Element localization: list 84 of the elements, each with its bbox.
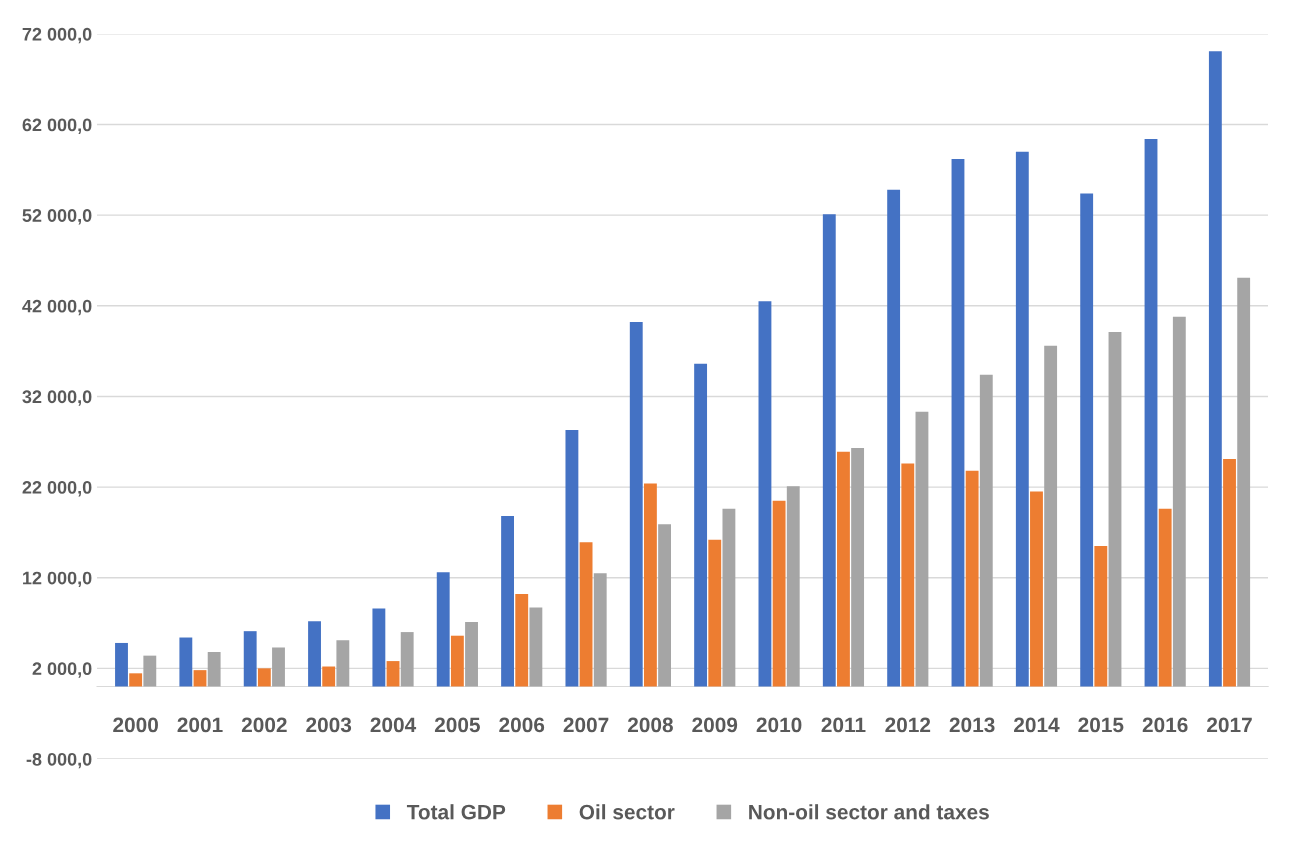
bar: [1044, 345, 1058, 687]
bar: [450, 635, 464, 687]
bar: [1080, 193, 1094, 687]
bar: [129, 673, 143, 687]
x-tick-label: 2001: [177, 717, 223, 733]
bar: [400, 632, 414, 687]
bar: [1108, 332, 1122, 687]
x-tick-label: 2015: [1078, 717, 1124, 733]
bar: [1208, 51, 1222, 687]
bar: [822, 214, 836, 687]
bar: [1030, 491, 1043, 687]
bar: [786, 486, 800, 687]
y-tick-label: 32 000,0: [22, 390, 92, 406]
y-tick-label: 72 000,0: [22, 27, 92, 44]
bar: [322, 666, 336, 687]
x-tick-label: 2010: [756, 717, 802, 733]
bar: [436, 572, 450, 687]
bar: [579, 542, 593, 687]
x-tick-label: 2008: [627, 717, 673, 733]
bar: [708, 539, 722, 687]
bar: [1237, 277, 1251, 687]
bar: [951, 158, 965, 687]
x-tick-label: 2017: [1207, 717, 1252, 733]
bar: [207, 652, 221, 687]
bar: [529, 607, 543, 687]
bar: [758, 301, 772, 687]
bar: [193, 670, 207, 687]
x-tick-label: 2002: [241, 717, 287, 733]
bar: [501, 516, 514, 687]
bar: [979, 374, 993, 687]
bar: [336, 640, 350, 687]
x-tick-label: 2009: [692, 717, 738, 733]
x-tick-label: 2005: [434, 717, 480, 733]
bar: [257, 668, 271, 687]
legend-label: Total GDP: [406, 804, 506, 820]
bar: [837, 451, 850, 687]
bar: [372, 608, 386, 687]
bar: [565, 429, 579, 687]
y-tick-label: 12 000,0: [23, 571, 92, 588]
bar: [1158, 508, 1172, 687]
bar: [851, 448, 865, 687]
bar: [272, 647, 285, 687]
bar: [965, 470, 979, 687]
x-tick-label: 2014: [1014, 717, 1060, 733]
bar: [1223, 458, 1236, 687]
bar: [593, 573, 607, 687]
y-tick-label: 62 000,0: [22, 118, 92, 134]
bar: [658, 524, 671, 687]
bar: [243, 631, 257, 687]
x-tick-label: 2016: [1142, 717, 1188, 733]
y-tick-label: 52 000,0: [22, 209, 92, 225]
bar: [1094, 545, 1108, 687]
x-tick-label: 2013: [949, 717, 995, 733]
x-tick-label: 2000: [113, 717, 158, 733]
legend-label: Oil sector: [579, 804, 675, 820]
bar: [643, 483, 657, 687]
legend-label: Non-oil sector and taxes: [749, 804, 989, 820]
bar: [915, 411, 929, 687]
bar: [887, 189, 901, 687]
bar: [515, 594, 529, 687]
x-tick-label: 2003: [306, 717, 352, 733]
bar: [694, 363, 708, 687]
bar: [179, 637, 193, 687]
bar: [1015, 151, 1029, 687]
bar: [308, 621, 321, 687]
bar: [1172, 316, 1186, 687]
bar: [386, 661, 400, 687]
y-tick-label: 2 000,0: [32, 662, 92, 678]
y-tick-label: 42 000,0: [22, 299, 92, 316]
bar: [772, 500, 786, 687]
bar: [629, 322, 643, 687]
bar: [143, 655, 157, 687]
x-tick-label: 2012: [885, 717, 931, 733]
x-tick-label: 2011: [821, 717, 866, 733]
bar: [901, 463, 915, 687]
bar: [722, 508, 736, 687]
y-tick-label: -8 000,0: [26, 752, 92, 769]
bar: [115, 642, 128, 687]
x-tick-label: 2004: [370, 717, 417, 733]
x-tick-label: 2006: [499, 717, 545, 733]
bar: [465, 622, 478, 687]
bar: [1144, 139, 1158, 687]
x-tick-label: 2007: [563, 717, 609, 733]
y-tick-label: 22 000,0: [22, 481, 92, 497]
